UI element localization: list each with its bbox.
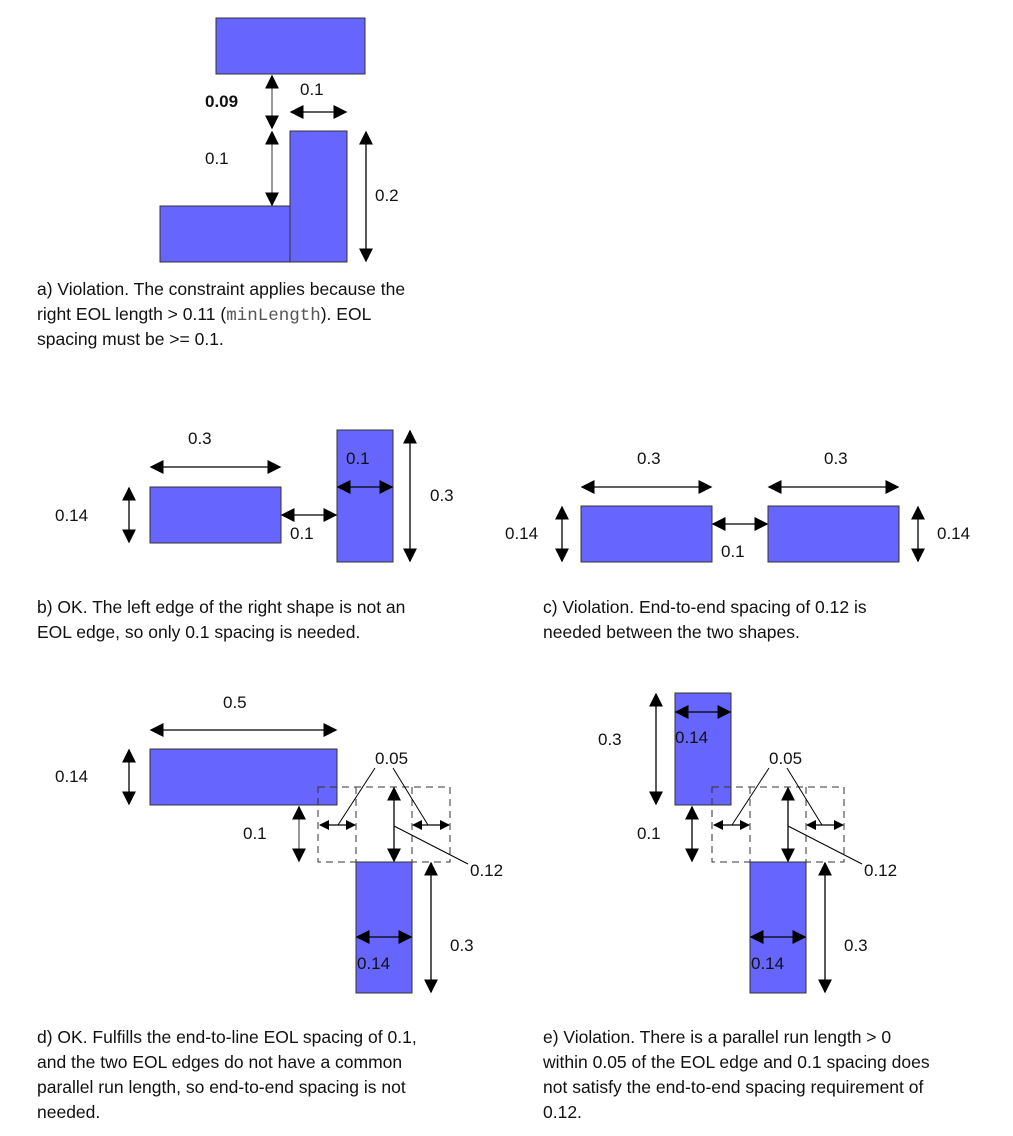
- label-spacing-top: 0.09: [205, 92, 238, 111]
- label-height-right: 0.14: [937, 524, 970, 543]
- caption-line: b) OK. The left edge of the right shape …: [37, 597, 405, 617]
- panel-a: 0.09 0.1 0.1 0.2 a) Violation. The const…: [37, 17, 405, 349]
- eol-window: [711, 786, 845, 863]
- bottom-shape: [749, 861, 807, 994]
- caption-line: c) Violation. End-to-end spacing of 0.12…: [543, 597, 867, 617]
- caption-line: not satisfy the end-to-end spacing requi…: [543, 1077, 923, 1097]
- label-width-top: 0.1: [300, 80, 324, 99]
- bottom-shape: [355, 861, 413, 994]
- label-height-bottom: 0.3: [450, 936, 474, 955]
- panel-d: 0.5 0.14 0.1 0.05 0.12 0.14 0.3 d) OK. F…: [37, 693, 503, 1122]
- label-spacing: 0.1: [243, 824, 267, 843]
- caption-line: right EOL length > 0.11 (minLength). EOL: [37, 304, 372, 326]
- label-within: 0.05: [375, 749, 408, 768]
- caption-line: spacing must be >= 0.1.: [37, 329, 224, 349]
- caption-line: 0.12.: [543, 1102, 582, 1122]
- label-end-to-end: 0.12: [864, 861, 897, 880]
- label-width-top: 0.5: [223, 693, 247, 712]
- left-shape: [149, 486, 282, 544]
- code-min-length: minLength: [226, 306, 321, 326]
- caption-line: needed between the two shapes.: [543, 622, 800, 642]
- caption-line: EOL edge, so only 0.1 spacing is needed.: [37, 622, 360, 642]
- label-width-left: 0.3: [637, 449, 661, 468]
- leader-line: [337, 767, 376, 826]
- label-height-bottom: 0.3: [844, 936, 868, 955]
- label-width-bottom: 0.14: [357, 954, 390, 973]
- eol-window: [317, 786, 451, 863]
- caption-line: within 0.05 of the EOL edge and 0.1 spac…: [542, 1052, 930, 1072]
- caption-line: and the two EOL edges do not have a comm…: [37, 1052, 402, 1072]
- leader-line: [392, 767, 429, 826]
- caption-line: parallel run length, so end-to-end spaci…: [37, 1077, 406, 1097]
- caption-line: e) Violation. There is a parallel run le…: [543, 1027, 891, 1047]
- leader-line: [787, 825, 863, 865]
- caption-line: a) Violation. The constraint applies bec…: [37, 279, 405, 299]
- label-width-right: 0.1: [346, 449, 370, 468]
- label-spacing-bottom: 0.1: [205, 149, 229, 168]
- label-within: 0.05: [769, 749, 802, 768]
- leader-line: [393, 825, 469, 865]
- top-shape: [215, 17, 366, 75]
- right-shape: [767, 505, 900, 563]
- right-vertical-shape: [289, 130, 348, 263]
- label-spacing: 0.1: [290, 524, 314, 543]
- label-height-top: 0.14: [55, 767, 88, 786]
- label-end-to-end: 0.12: [470, 861, 503, 880]
- top-shape: [674, 692, 732, 806]
- panel-c: 0.3 0.3 0.14 0.14 0.1 c) Violation. End-…: [505, 449, 970, 642]
- label-width-left: 0.3: [188, 429, 212, 448]
- panel-e: 0.3 0.14 0.1 0.05 0.12 0.14 0.3 e) Viola…: [542, 692, 930, 1122]
- label-width-top: 0.14: [675, 728, 708, 747]
- label-width-right: 0.3: [824, 449, 848, 468]
- leader-line: [786, 767, 823, 826]
- left-shape: [580, 505, 713, 563]
- label-width-bottom: 0.14: [751, 954, 784, 973]
- label-spacing: 0.1: [637, 824, 661, 843]
- top-shape: [149, 748, 338, 806]
- label-height-top: 0.3: [598, 730, 622, 749]
- bottom-left-shape: [159, 205, 291, 263]
- right-shape: [336, 429, 394, 563]
- label-height-left: 0.14: [55, 506, 88, 525]
- caption-line: needed.: [37, 1102, 100, 1122]
- label-height-left: 0.14: [505, 524, 538, 543]
- caption-line: d) OK. Fulfills the end-to-line EOL spac…: [37, 1027, 417, 1047]
- label-height-right: 0.3: [430, 486, 454, 505]
- leader-line: [731, 767, 770, 826]
- panel-b: 0.3 0.14 0.1 0.1 0.3 b) OK. The left edg…: [37, 429, 454, 642]
- label-spacing: 0.1: [721, 542, 745, 561]
- label-height-right: 0.2: [375, 186, 399, 205]
